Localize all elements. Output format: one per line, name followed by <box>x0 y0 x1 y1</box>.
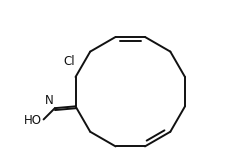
Text: N: N <box>45 94 54 107</box>
Text: Cl: Cl <box>63 55 75 68</box>
Text: HO: HO <box>24 114 42 127</box>
